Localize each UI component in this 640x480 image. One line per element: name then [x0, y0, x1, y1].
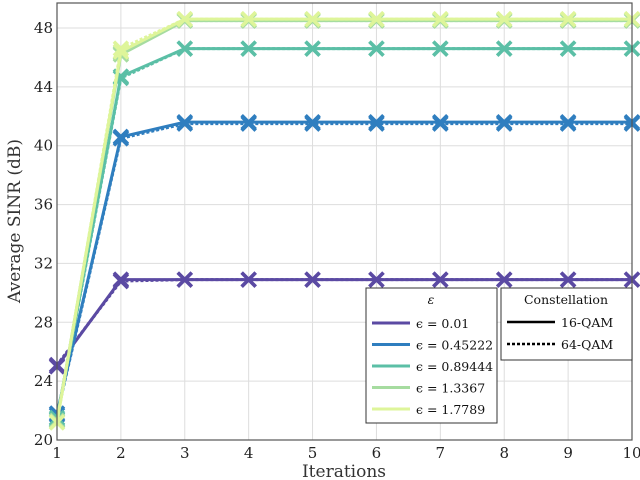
qam64-line: [55, 122, 632, 416]
qam16-marker: [112, 271, 130, 288]
qam16-marker: [240, 10, 257, 28]
qam16-marker: [304, 40, 321, 57]
qam16-marker: [304, 10, 321, 28]
qam16-marker: [368, 10, 385, 28]
plot-frame: [56, 2, 633, 441]
y-tick-label: 48: [34, 19, 53, 37]
qam16-marker: [495, 271, 513, 288]
qam16-line: [55, 17, 632, 423]
legend-label: ϵ = 0.01: [416, 316, 469, 331]
ticks: 1 2 3 4 5 6 7 8 9 10 20 24 28 32 36 40 44 48: [34, 19, 640, 462]
qam16-marker: [368, 113, 385, 131]
qam16-line: [55, 120, 632, 414]
series-1: [48, 113, 640, 424]
y-tick-label: 20: [34, 431, 53, 449]
y-tick-label: 44: [34, 78, 53, 96]
qam16-marker: [495, 40, 513, 57]
legend-label: ϵ = 0.45222: [416, 338, 493, 353]
qam16-marker: [559, 271, 577, 288]
series-4: [48, 10, 640, 431]
y-axis-label: Average SINR (dB): [5, 139, 25, 304]
y-tick-label: 28: [34, 313, 53, 331]
qam16-marker: [240, 113, 257, 131]
qam16-marker: [240, 271, 257, 288]
qam64-line: [55, 47, 632, 420]
x-tick-label: 8: [499, 444, 509, 462]
qam16-marker: [432, 113, 449, 131]
series-group: [48, 10, 640, 431]
qam16-marker: [559, 113, 577, 131]
qam16-marker: [368, 271, 385, 288]
qam16-line: [55, 278, 632, 368]
legend-constellation-title: Constellation: [524, 292, 608, 307]
legend-epsilon-title: ε: [428, 292, 435, 307]
qam16-marker: [176, 40, 194, 57]
x-tick-label: 7: [436, 444, 446, 462]
qam16-marker: [176, 271, 194, 288]
series-3: [48, 12, 640, 430]
qam16-marker: [176, 10, 194, 28]
legend-label: ϵ = 0.89444: [416, 359, 493, 374]
qam64-line: [55, 17, 632, 423]
legend-label: 16-QAM: [561, 315, 613, 330]
qam16-marker: [495, 113, 513, 131]
qam64-marker: [112, 40, 130, 57]
qam16-marker: [176, 113, 194, 131]
y-tick-label: 32: [34, 254, 53, 272]
x-tick-label: 5: [308, 444, 318, 462]
qam16-marker: [495, 10, 513, 28]
y-tick-label: 24: [34, 372, 53, 390]
legend-label: ϵ = 1.3367: [416, 381, 485, 396]
legend-epsilon: ε ϵ = 0.01 ϵ = 0.45222 ϵ = 0.89444 ϵ = 1.33…: [365, 287, 498, 424]
x-tick-label: 2: [116, 444, 126, 462]
qam16-marker: [559, 40, 577, 57]
x-tick-label: 9: [563, 444, 573, 462]
qam16-marker: [559, 10, 577, 28]
qam16-line: [55, 47, 632, 419]
qam64-line: [55, 19, 632, 422]
qam16-marker: [432, 271, 449, 288]
qam16-marker: [112, 128, 130, 146]
series-0: [48, 271, 640, 375]
qam16-marker: [304, 271, 321, 288]
y-tick-label: 36: [34, 196, 53, 214]
qam16-marker: [304, 113, 321, 131]
x-tick-label: 3: [180, 444, 190, 462]
x-tick-label: 6: [372, 444, 382, 462]
legend-constellation: Constellation 16-QAM 64-QAM: [500, 287, 633, 361]
x-tick-label: 4: [244, 444, 254, 462]
legend-label: 64-QAM: [561, 337, 613, 352]
qam16-marker: [240, 40, 257, 57]
qam16-marker: [432, 40, 449, 57]
qam16-line: [55, 19, 632, 422]
x-tick-label: 10: [622, 444, 640, 462]
series-2: [48, 40, 640, 428]
x-tick-label: 1: [52, 444, 62, 462]
x-axis-label: Iterations: [302, 462, 386, 480]
qam16-marker: [368, 40, 385, 57]
qam16-marker: [112, 43, 130, 60]
y-tick-label: 40: [34, 137, 53, 155]
legend-label: ϵ = 1.7789: [416, 402, 485, 417]
qam16-marker: [432, 10, 449, 28]
